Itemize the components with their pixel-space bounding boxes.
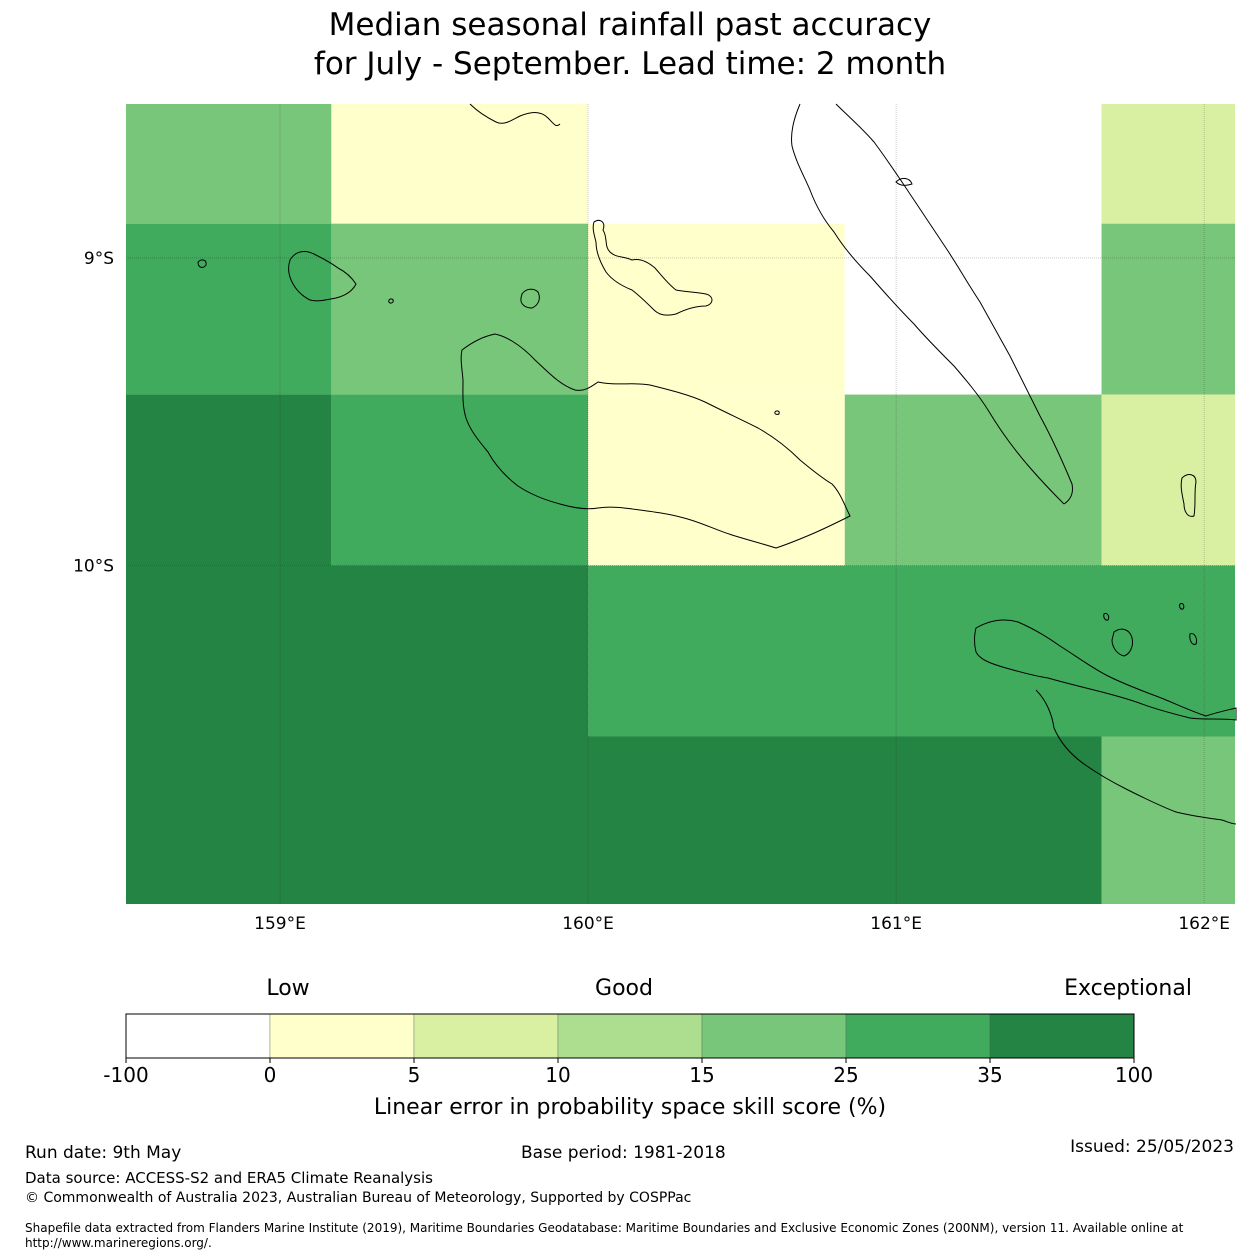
colorbar-good-label: Good [595, 976, 653, 1001]
skill-grid [126, 104, 1235, 904]
copyright: © Commonwealth of Australia 2023, Austra… [25, 1190, 692, 1206]
coastlines [197, 103, 1237, 825]
coastline-santa-isabel [791, 103, 1073, 505]
lat-tick-label: 10°S [73, 557, 114, 577]
skill-cell-4 [126, 223, 332, 395]
coastline-savo-island [520, 288, 540, 309]
skill-cell-15 [588, 565, 1235, 737]
skill-cell-10 [331, 394, 589, 566]
coastline-islet-north [895, 177, 913, 186]
colorbar-tick-label: 15 [689, 1063, 714, 1087]
coastline-san-cristobal-south [1035, 689, 1237, 825]
colorbar-tick-label: 25 [833, 1063, 858, 1087]
skill-cell-12 [844, 394, 1102, 566]
colorbar-swatch-1 [269, 1013, 415, 1059]
colorbar: Low Good Exceptional -100 0 5 10 15 25 35 100 L… [103, 976, 1192, 1120]
colorbar-tick-labels: -100 0 5 10 15 25 35 100 [103, 1058, 1153, 1087]
coastline-ugi-island [1111, 628, 1133, 657]
lon-tick-label: 159°E [254, 914, 306, 934]
colorbar-swatches [125, 1013, 1135, 1059]
lon-tick-label: 160°E [562, 914, 614, 934]
map-title-line2: for July - September. Lead time: 2 month [313, 46, 947, 82]
skill-cell-14 [126, 565, 589, 737]
skill-cell-6 [588, 223, 845, 395]
coastline-islet-small [388, 298, 394, 304]
colorbar-exceptional-label: Exceptional [1064, 976, 1192, 1001]
coastline-malaita-south-islet [1180, 474, 1197, 517]
graticule [126, 104, 1235, 904]
issued-date: Issued: 25/05/2023 [1070, 1137, 1234, 1157]
coastline-new-georgia-tip [469, 103, 561, 127]
coastline-islet-east-1 [1103, 613, 1110, 621]
coastline-guadalcanal [460, 333, 851, 549]
skill-cell-2 [588, 104, 1102, 224]
map-title-line1: Median seasonal rainfall past accuracy [328, 7, 932, 43]
colorbar-axis-label: Linear error in probability space skill … [374, 1095, 886, 1120]
skill-cell-1 [331, 104, 589, 224]
colorbar-tick-label: 35 [977, 1063, 1002, 1087]
colorbar-outline [125, 1013, 1135, 1059]
lat-tick-label: 9°S [84, 249, 114, 269]
skill-cell-5 [331, 223, 589, 395]
coastline-islet-small-2 [774, 410, 780, 415]
colorbar-tick-label: 100 [1115, 1063, 1153, 1087]
coastline-islet-east-2 [1179, 603, 1185, 610]
lon-tick-label: 161°E [870, 914, 922, 934]
colorbar-swatch-5 [845, 1013, 991, 1059]
run-date: Run date: 9th May [25, 1143, 182, 1163]
colorbar-tick-label: -100 [103, 1063, 148, 1087]
skill-cell-9 [126, 394, 332, 566]
colorbar-swatch-3 [557, 1013, 703, 1059]
coastline-san-cristobal [974, 619, 1237, 721]
map-axis-ticks: 159°E 160°E 161°E 162°E 9°S 10°S [73, 249, 1230, 934]
skill-cell-17 [1101, 736, 1235, 904]
coastline-islet-west [197, 259, 207, 268]
skill-cell-3 [1101, 104, 1235, 224]
coastline-islet-east-3 [1189, 633, 1197, 645]
skill-cell-13 [1101, 394, 1235, 566]
colorbar-low-label: Low [266, 976, 309, 1001]
colorbar-swatch-0 [125, 1013, 271, 1059]
colorbar-swatch-4 [701, 1013, 847, 1059]
data-source: Data source: ACCESS-S2 and ERA5 Climate … [25, 1169, 433, 1187]
coastline-florida-islands [592, 219, 713, 316]
coastline-russell-islands [288, 251, 357, 302]
skill-cell-8 [1101, 223, 1235, 395]
colorbar-tick-label: 10 [545, 1063, 570, 1087]
skill-cell-0 [126, 104, 332, 224]
colorbar-tick-label: 0 [264, 1063, 277, 1087]
base-period: Base period: 1981-2018 [521, 1143, 726, 1163]
shapefile-note: Shapefile data extracted from Flanders M… [25, 1221, 1184, 1250]
colorbar-swatch-6 [989, 1013, 1135, 1059]
skill-cell-7 [844, 223, 1102, 395]
skill-cell-11 [588, 394, 845, 566]
colorbar-tick-label: 5 [408, 1063, 421, 1087]
skill-cell-16 [126, 736, 1102, 904]
colorbar-swatch-2 [413, 1013, 559, 1059]
lon-tick-label: 162°E [1178, 914, 1230, 934]
